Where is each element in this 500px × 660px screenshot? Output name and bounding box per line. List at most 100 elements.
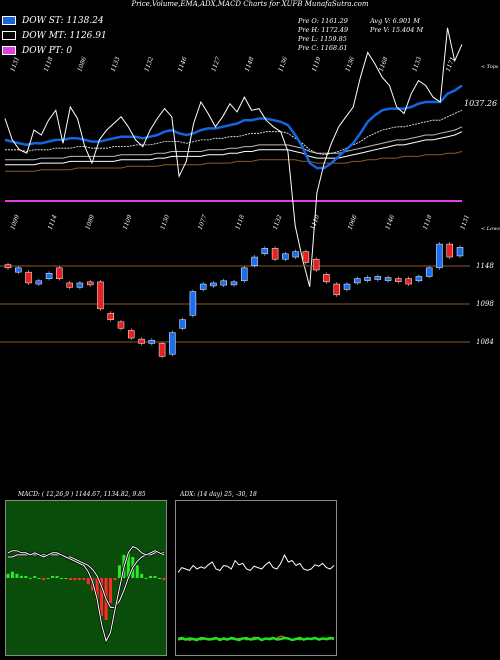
macd-histogram-bar (33, 575, 37, 578)
dow-mt-swatch (2, 31, 16, 40)
candle-body (86, 281, 94, 286)
macd-histogram-bar (59, 578, 63, 579)
top-price-label: 1118 (43, 56, 55, 73)
candle-body (395, 278, 402, 282)
macd-histogram-bar (46, 578, 50, 579)
macd-histogram-bar (117, 565, 121, 578)
candle-body (384, 277, 392, 281)
candle-body (436, 243, 443, 269)
chart-title: Price,Volume,EMA,ADX,MACD Charts for XUF… (131, 0, 369, 8)
macd-histogram-bar (144, 578, 148, 579)
candle-body (446, 243, 453, 258)
macd-histogram-bar (82, 578, 86, 581)
candle-body (169, 332, 176, 355)
low-price-label: 1066 (347, 214, 359, 231)
macd-signal-line (8, 552, 164, 608)
candle-body (405, 278, 412, 285)
top-price-label: 1171 (445, 56, 457, 73)
candle-body (425, 267, 433, 277)
candle-body (138, 338, 145, 344)
top-price-label: 1168 (378, 56, 390, 73)
candle-body (374, 276, 382, 280)
legend-item-dow-pt: DOW PT: 0 (2, 43, 107, 58)
candle-body (76, 282, 84, 288)
macd-histogram-bar (135, 565, 139, 578)
ema-brown-line (5, 151, 463, 172)
top-price-label: 1131 (9, 56, 21, 73)
candle-body (456, 247, 464, 257)
macd-histogram-bar (28, 578, 32, 579)
prev-high: Pre H: 1172.49 (298, 26, 349, 34)
macd-histogram-bar (37, 578, 41, 579)
macd-histogram-bar (86, 578, 90, 585)
candle-body (117, 321, 125, 329)
low-price-label: 1077 (197, 214, 209, 231)
prev-volume: Pre V: 15.404 M (370, 26, 424, 34)
candle-body (107, 312, 114, 320)
low-price-label: 1110 (309, 214, 321, 231)
legend-item-dow-st: DOW ST: 1138.24 (2, 13, 107, 28)
macd-label: MACD: ( 12,26,9 ) 1144.67, 1134.82, 9.85 (18, 491, 146, 498)
macd-histogram-bar (42, 578, 46, 581)
level-label: 1084 (476, 338, 494, 346)
macd-histogram-bar (95, 578, 99, 602)
low-price-label: 1089 (84, 214, 96, 231)
candle-body (343, 283, 351, 290)
adx-line (177, 553, 335, 573)
macd-histogram-bar (158, 578, 162, 579)
top-price-label: 1136 (344, 56, 356, 73)
ema-mid-line (5, 109, 463, 156)
ema-slow-white-line (5, 131, 463, 166)
macd-line (7, 545, 165, 643)
candle-body (241, 267, 248, 282)
candle-body (251, 256, 258, 266)
top-price-label: 1086 (76, 56, 88, 73)
candle-body (45, 272, 53, 279)
macd-histogram-bar (100, 578, 104, 616)
low-price-label: 1146 (384, 214, 396, 231)
macd-histogram-bar (126, 552, 130, 578)
prev-low: Pre L: 1159.85 (298, 35, 347, 43)
macd-histogram-bar (10, 571, 14, 578)
candle-body (292, 251, 299, 258)
candle-body (179, 319, 186, 329)
macd-background (6, 501, 166, 655)
low-price-label: 1132 (272, 214, 284, 231)
legend: DOW ST: 1138.24 DOW MT: 1126.91 DOW PT: … (2, 13, 107, 58)
candle-body (66, 282, 73, 288)
macd-histogram-bar (55, 575, 59, 578)
low-price-label: 1131 (459, 214, 471, 231)
plus-di-line (177, 636, 335, 642)
macd-histogram-bar (64, 578, 68, 579)
ema-slow-line (5, 126, 463, 161)
dow-st-swatch (2, 16, 16, 25)
top-price-label: 1132 (143, 56, 155, 73)
ema-value-label: 1037.26 (464, 99, 497, 108)
candle-body (261, 248, 269, 255)
macd-histogram-bar (113, 578, 117, 581)
macd-histogram-bar (6, 573, 10, 578)
candle-body (323, 274, 330, 283)
candle-body (333, 283, 340, 296)
adx-label: ADX: (14 day) 25, -30, 18 (180, 491, 257, 498)
candle-body (128, 330, 135, 339)
lows-label: < Lows (481, 226, 500, 232)
candle-body (148, 339, 156, 344)
dow-st-line (4, 84, 463, 170)
candle-body (15, 267, 22, 273)
top-price-label: 1133 (110, 56, 122, 73)
macd-histogram-bar (140, 573, 144, 578)
candle-body (271, 248, 279, 260)
candle-body (302, 251, 310, 263)
dow-mt-label: DOW MT: 1126.91 (22, 30, 107, 41)
candle-body (282, 253, 289, 260)
macd-histogram-bar (68, 578, 72, 581)
low-price-label: 1114 (47, 214, 59, 231)
adx-panel-frame (175, 500, 337, 656)
macd-histogram-bar (77, 578, 81, 581)
dow-st-label: DOW ST: 1138.24 (22, 15, 104, 26)
candle-body (158, 343, 166, 357)
candle-body (35, 280, 43, 285)
top-price-label: 1119 (311, 56, 323, 73)
